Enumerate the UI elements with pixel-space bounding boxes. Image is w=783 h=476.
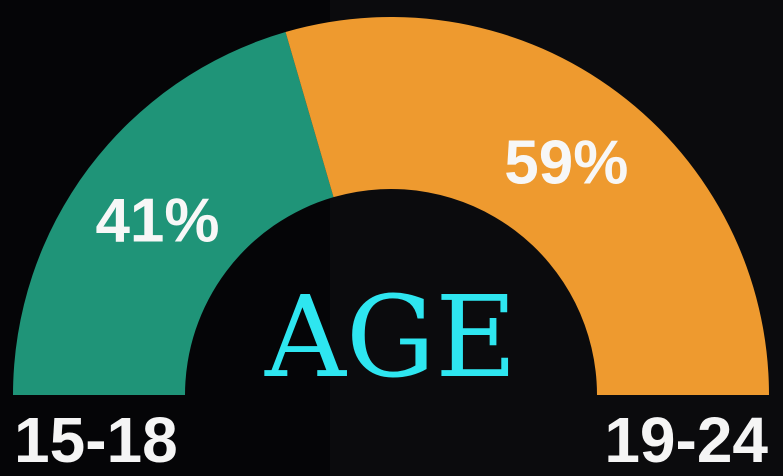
category-label-15-18: 15-18: [14, 404, 178, 476]
slice-19-24: [285, 17, 769, 395]
chart-slices: [13, 17, 769, 396]
chart-center-title: AGE: [264, 273, 517, 403]
slice-value-label-19-24: 59%: [504, 129, 628, 198]
slice-value-label-15-18: 41%: [95, 187, 219, 256]
slice-15-18: [13, 32, 334, 396]
category-label-19-24: 19-24: [604, 404, 768, 476]
